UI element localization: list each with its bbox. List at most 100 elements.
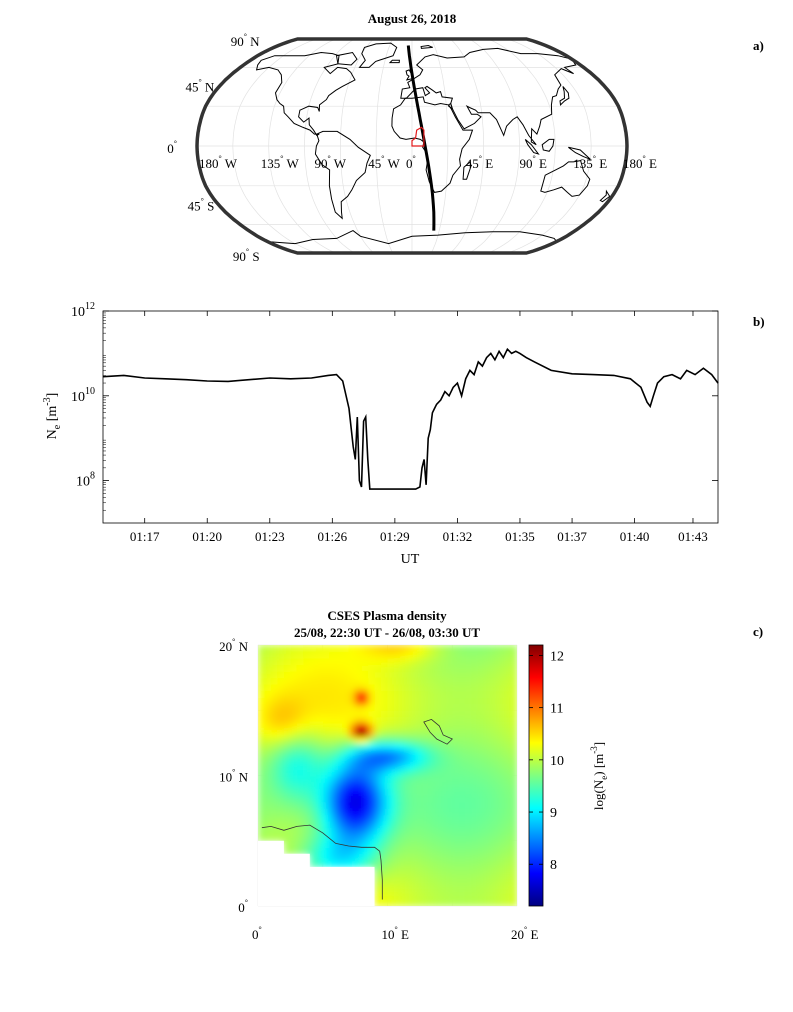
heatmap-cell <box>316 664 324 672</box>
heatmap-cell <box>465 814 473 822</box>
heatmap-cell <box>342 782 350 790</box>
heatmap-cell <box>270 762 278 770</box>
heatmap-cell <box>342 808 350 816</box>
heatmap-cell <box>419 742 427 750</box>
heatmap-cell <box>406 879 414 887</box>
heatmap-cell <box>355 736 363 744</box>
heatmap-cell <box>445 671 453 679</box>
heatmap-cell <box>400 866 408 874</box>
heatmap-cell <box>406 645 414 653</box>
heatmap-cell <box>510 840 517 848</box>
heatmap-cell <box>264 684 272 692</box>
heatmap-cell <box>426 742 434 750</box>
heatmap-cell <box>290 749 298 757</box>
heatmap-cell <box>303 775 311 783</box>
heatmap-cell <box>439 866 447 874</box>
heatmap-cell <box>381 710 389 718</box>
heatmap-cell <box>406 847 414 855</box>
heatmap-cell <box>471 690 479 698</box>
heatmap-cell <box>406 840 414 848</box>
heatmap-cell <box>296 769 304 777</box>
heatmap-cell <box>426 729 434 737</box>
heatmap-cell <box>283 742 291 750</box>
heatmap-cell <box>342 801 350 809</box>
heatmap-cell <box>491 775 499 783</box>
heatmap-cell <box>355 645 363 653</box>
heatmap-cell <box>309 736 317 744</box>
heatmap-cell <box>296 697 304 705</box>
heatmap-cell <box>277 762 285 770</box>
heatmap-cell <box>419 658 427 666</box>
heatmap-cell <box>465 723 473 731</box>
heatmap-cell <box>303 697 311 705</box>
heatmap-cell <box>329 742 337 750</box>
plot-b-xtick-label: 01:20 <box>192 529 222 544</box>
heatmap-cell <box>329 821 337 829</box>
heatmap-cell <box>387 664 395 672</box>
heatmap-cell <box>439 899 447 906</box>
heatmap-cell <box>432 769 440 777</box>
heatmap-cell <box>322 821 330 829</box>
heatmap-cell <box>406 716 414 724</box>
heatmap-cell <box>316 762 324 770</box>
heatmap-cell <box>387 710 395 718</box>
heatmap-cell <box>510 755 517 763</box>
heatmap-cell <box>361 658 369 666</box>
heatmap-cell <box>400 775 408 783</box>
heatmap-cell <box>329 651 337 659</box>
heatmap-cell <box>426 853 434 861</box>
panel-a-title: August 26, 2018 <box>368 11 457 26</box>
heatmap-cell <box>309 808 317 816</box>
heatmap-cell <box>426 860 434 868</box>
heatmap-cell <box>445 651 453 659</box>
heatmap-cell <box>413 749 421 757</box>
heatmap-cell <box>458 879 466 887</box>
heatmap-cell <box>400 703 408 711</box>
heatmap-cell <box>458 703 466 711</box>
heatmap-cell <box>445 840 453 848</box>
heatmap-cell <box>510 788 517 796</box>
heatmap-cell <box>361 749 369 757</box>
heatmap-cell <box>484 899 492 906</box>
heatmap-cell <box>387 893 395 901</box>
heatmap-cell <box>419 879 427 887</box>
heatmap-cell <box>322 827 330 835</box>
heatmap-cell <box>290 840 298 848</box>
heatmap-cell <box>258 821 266 829</box>
heatmap-cell <box>270 821 278 829</box>
heatmap-cell <box>387 827 395 835</box>
heatmap-cell <box>452 664 460 672</box>
plot-b-ytick-label: 1010 <box>71 386 95 405</box>
heatmap-cell <box>394 814 402 822</box>
heatmap-cell <box>439 873 447 881</box>
heatmap-cell <box>445 847 453 855</box>
heatmap-cell <box>458 697 466 705</box>
heatmap-cell <box>368 736 376 744</box>
heatmap-cell <box>439 860 447 868</box>
heatmap-cell <box>400 886 408 894</box>
coast-new-zealand <box>599 189 611 203</box>
heatmap-cell <box>445 762 453 770</box>
heatmap-cell <box>322 703 330 711</box>
heatmap-cell <box>258 775 266 783</box>
heatmap-cell <box>406 775 414 783</box>
heatmap-cell <box>465 795 473 803</box>
heatmap-cell <box>465 782 473 790</box>
heatmap-cell <box>394 690 402 698</box>
heatmap-cell <box>329 827 337 835</box>
heatmap-cell <box>381 782 389 790</box>
heatmap-cell <box>258 671 266 679</box>
heatmap-cell <box>303 788 311 796</box>
heatmap-cell <box>381 671 389 679</box>
heatmap-cell <box>368 658 376 666</box>
heatmap-cell <box>316 684 324 692</box>
heatmap-cell <box>465 651 473 659</box>
heatmap-cell <box>316 651 324 659</box>
heatmap-cell <box>471 645 479 653</box>
heatmap-cell <box>419 762 427 770</box>
heatmap-cell <box>413 769 421 777</box>
heatmap-cell <box>406 762 414 770</box>
heatmap-cell <box>458 749 466 757</box>
heatmap-cell <box>400 684 408 692</box>
heatmap-cell <box>342 755 350 763</box>
